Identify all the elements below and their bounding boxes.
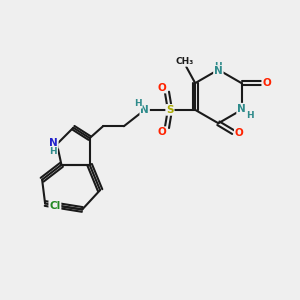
Text: O: O bbox=[262, 78, 271, 88]
Text: O: O bbox=[157, 127, 166, 137]
Text: N: N bbox=[140, 105, 149, 115]
Text: Cl: Cl bbox=[49, 201, 61, 211]
Text: H: H bbox=[214, 62, 222, 71]
Text: S: S bbox=[166, 105, 174, 115]
Text: N: N bbox=[49, 138, 58, 148]
Text: H: H bbox=[134, 99, 142, 108]
Text: H: H bbox=[50, 147, 57, 156]
Text: O: O bbox=[157, 82, 166, 93]
Text: CH₃: CH₃ bbox=[176, 57, 194, 66]
Text: N: N bbox=[214, 66, 223, 76]
Text: O: O bbox=[235, 128, 244, 138]
Text: H: H bbox=[246, 111, 254, 120]
Text: N: N bbox=[237, 104, 246, 114]
